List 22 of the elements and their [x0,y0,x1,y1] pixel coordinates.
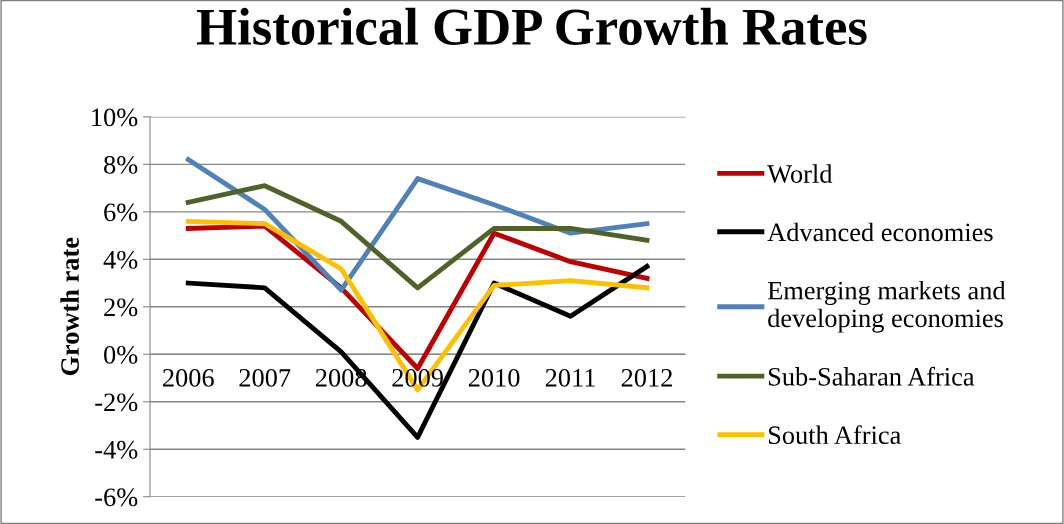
y-tick-label: 0% [104,345,138,364]
x-tick-label: 2012 [621,368,672,387]
x-tick-label: 2007 [239,368,291,387]
legend-label: South Africa [768,425,901,445]
y-tick-label: 6% [104,203,138,222]
x-tick-label: 2006 [163,368,214,387]
y-tick-label: -2% [95,393,138,412]
y-tick-label: 8% [104,155,138,174]
x-tick-label: 2011 [545,368,595,387]
y-tick-label: 10% [92,108,138,127]
y-tick-label: 2% [104,298,138,317]
legend-label: World [767,164,833,184]
chart-title: Historical GDP Growth Rates [196,7,867,45]
y-tick-label: -4% [95,440,138,459]
line-series [185,183,650,291]
legend-label: Advanced economies [767,222,993,242]
legend-label: Emerging markets and developing economies [767,280,1006,333]
y-tick-label: 4% [103,250,138,269]
legend-label: Sub-Saharan Africa [768,366,975,386]
x-tick-label: 2010 [468,368,520,387]
y-tick-label: -6% [95,488,138,507]
y-axis-title: Growth rate [60,237,79,376]
